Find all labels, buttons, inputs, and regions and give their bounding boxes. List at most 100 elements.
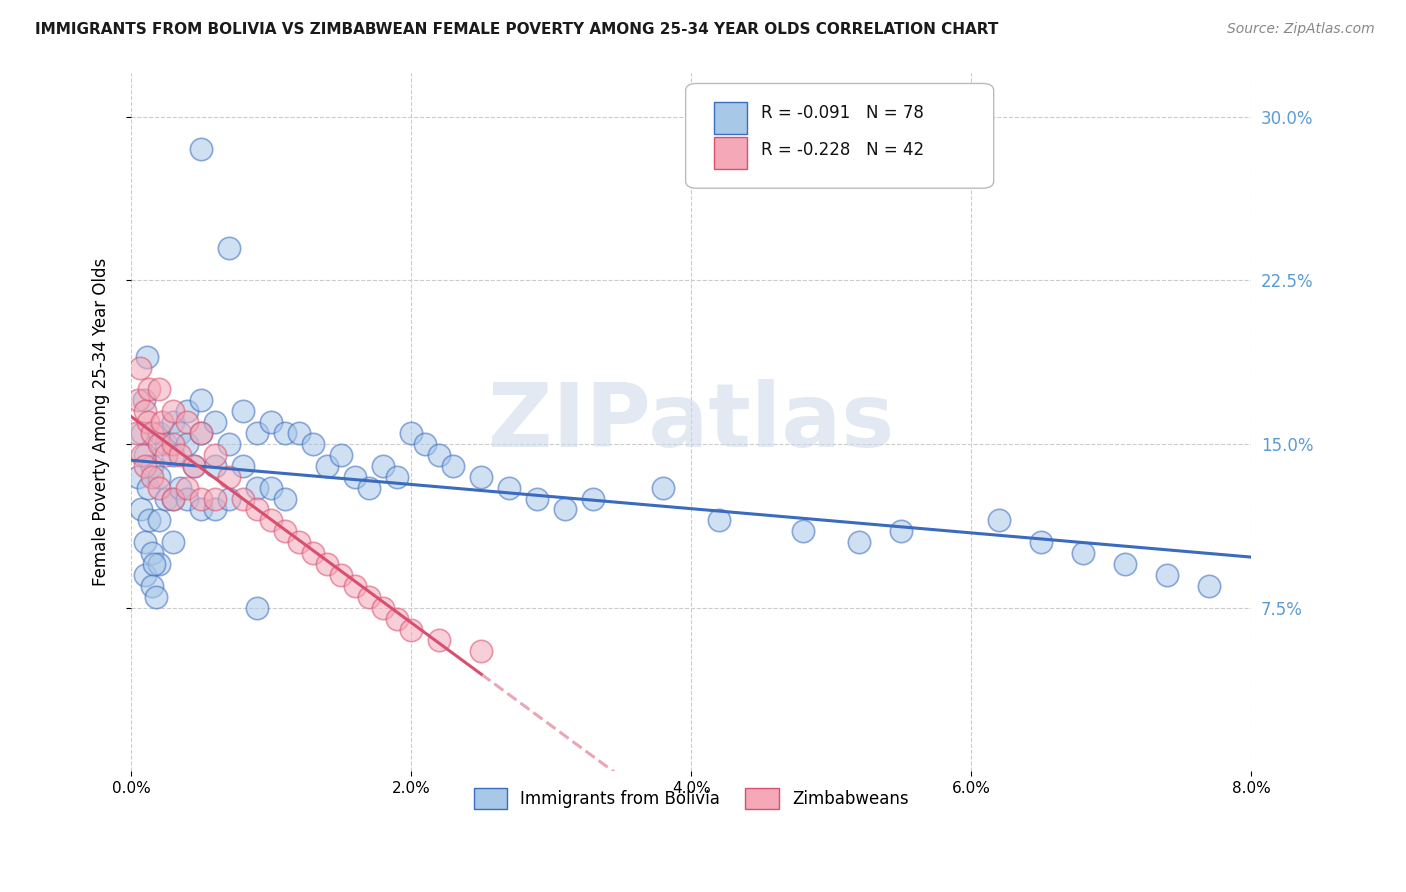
Point (148, 513, 170, 527)
Point (131, 448, 153, 462)
Point (148, 481, 170, 495)
Text: R = -0.091   N = 78: R = -0.091 N = 78 (761, 104, 924, 122)
Point (344, 469, 367, 483)
Point (134, 568, 156, 582)
Point (162, 415, 184, 429)
Point (162, 491, 184, 506)
Point (162, 448, 184, 462)
Point (344, 579, 367, 593)
Point (204, 502, 226, 516)
Point (162, 437, 184, 451)
Point (427, 448, 450, 462)
Point (136, 481, 159, 495)
Point (246, 481, 269, 495)
Point (141, 469, 163, 483)
Point (218, 469, 240, 483)
Point (190, 426, 212, 441)
Point (316, 557, 339, 571)
Point (155, 437, 177, 451)
Point (316, 458, 339, 473)
Point (470, 644, 492, 658)
Point (1156, 568, 1178, 582)
Point (246, 600, 269, 615)
Point (988, 513, 1011, 527)
Y-axis label: Female Poverty Among 25-34 Year Olds: Female Poverty Among 25-34 Year Olds (93, 258, 110, 586)
Point (162, 404, 184, 418)
Point (134, 458, 156, 473)
Point (441, 458, 464, 473)
Point (427, 633, 450, 648)
Point (141, 579, 163, 593)
Point (135, 350, 157, 364)
Point (218, 491, 240, 506)
Point (232, 458, 254, 473)
Text: IMMIGRANTS FROM BOLIVIA VS ZIMBABWEAN FEMALE POVERTY AMONG 25-34 YEAR OLDS CORRE: IMMIGRANTS FROM BOLIVIA VS ZIMBABWEAN FE… (35, 22, 998, 37)
Point (232, 491, 254, 506)
Point (848, 535, 870, 549)
Point (141, 546, 163, 560)
Point (141, 426, 163, 441)
Point (148, 437, 170, 451)
Point (190, 393, 212, 408)
Point (134, 404, 156, 418)
Text: R = -0.228   N = 42: R = -0.228 N = 42 (761, 141, 924, 159)
Point (373, 458, 395, 473)
Point (359, 481, 381, 495)
Point (136, 415, 159, 429)
Point (1071, 546, 1094, 560)
Point (169, 426, 191, 441)
Point (274, 426, 297, 441)
Legend: Immigrants from Bolivia, Zimbabweans: Immigrants from Bolivia, Zimbabweans (467, 781, 915, 815)
Point (176, 491, 198, 506)
Point (373, 600, 395, 615)
Point (399, 623, 422, 637)
Point (792, 524, 814, 539)
Point (138, 383, 160, 397)
Point (176, 404, 198, 418)
Point (260, 415, 283, 429)
Point (169, 448, 191, 462)
Point (145, 590, 167, 604)
Point (288, 535, 311, 549)
Point (176, 481, 198, 495)
Point (246, 502, 269, 516)
Point (218, 241, 240, 255)
Point (260, 513, 283, 527)
Point (138, 513, 160, 527)
Point (155, 491, 177, 506)
Point (330, 568, 353, 582)
Point (246, 426, 269, 441)
Point (148, 383, 170, 397)
Point (148, 557, 170, 571)
Point (127, 393, 149, 408)
Bar (714, 137, 747, 169)
Point (142, 557, 165, 571)
Point (274, 491, 297, 506)
Point (554, 502, 576, 516)
Point (129, 502, 152, 516)
Point (302, 546, 325, 560)
Point (155, 448, 177, 462)
Point (176, 437, 198, 451)
Point (125, 426, 148, 441)
Point (183, 458, 205, 473)
Point (128, 360, 150, 375)
Point (526, 491, 548, 506)
Point (709, 513, 731, 527)
Text: Source: ZipAtlas.com: Source: ZipAtlas.com (1227, 22, 1375, 37)
Point (190, 426, 212, 441)
Point (1031, 535, 1053, 549)
Point (652, 481, 675, 495)
FancyBboxPatch shape (686, 84, 994, 188)
Point (470, 469, 492, 483)
Point (134, 535, 156, 549)
Point (359, 590, 381, 604)
Point (176, 415, 198, 429)
Point (148, 469, 170, 483)
Bar (714, 102, 747, 134)
Point (204, 458, 226, 473)
Point (190, 491, 212, 506)
Text: ZIPatlas: ZIPatlas (488, 379, 894, 466)
Point (413, 437, 436, 451)
Point (204, 415, 226, 429)
